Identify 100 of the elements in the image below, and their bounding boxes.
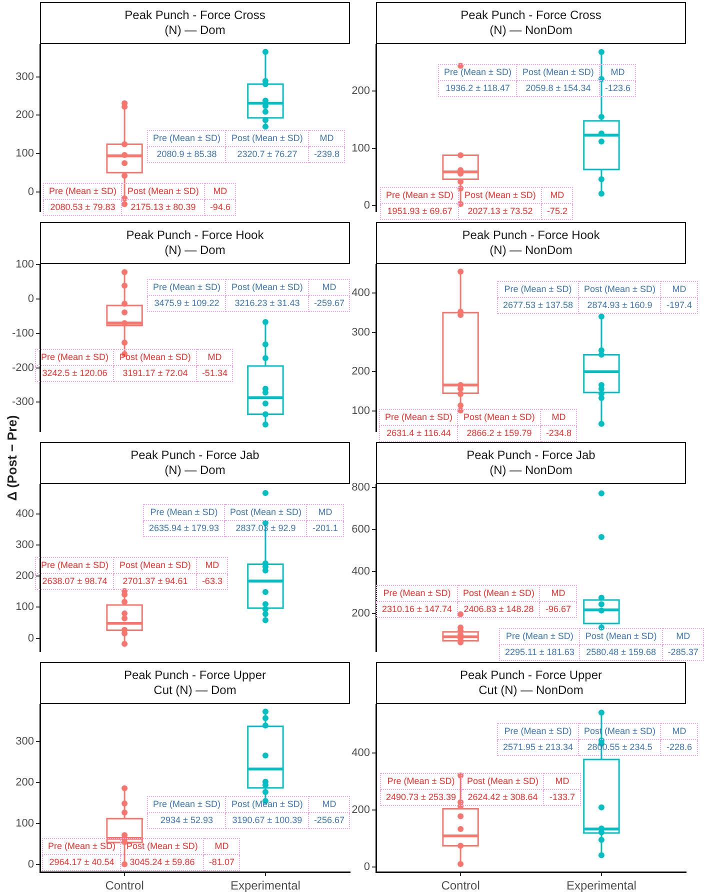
annotation: Pre (Mean ± SD) [36,350,114,366]
annotation: Pre (Mean ± SD) [144,504,225,520]
annotation: 1951.93 ± 69.67 [380,204,459,220]
annotation: Pre (Mean ± SD) [376,586,458,602]
text: -285.37 [662,644,704,660]
chart-title: Peak Punch - Force Cross (N) — NonDom [460,8,602,38]
annotation: -96.67 [540,602,577,618]
annotation: -81.07 [203,854,240,870]
annotation: 2934 ± 52.93 [148,812,226,828]
annotation: 2635.94 ± 179.93 [144,520,225,536]
annotation: MD [599,64,636,80]
annotation: -63.3 [196,574,228,590]
y-tick-label: 400 [352,747,370,760]
annotation: -239.8 [308,146,345,162]
annotation: Post (Mean ± SD) [462,774,544,790]
annotation: 3242.5 ± 120.06 [36,366,114,382]
annotation: -259.67 [308,296,350,312]
y-tick-label: 600 [352,523,370,536]
annotation: 2638.07 ± 98.74 [36,574,114,590]
annotation: Post (Mean ± SD) [458,188,542,204]
annotation: Post (Mean ± SD) [458,410,540,426]
annotation: MD [540,410,577,426]
y-tick-label: 200 [16,570,34,582]
y-tick-label: 300 [16,539,34,552]
y-tick-label: 0 [28,293,34,306]
annotation: 2490.73 ± 253.39 [380,790,462,806]
annotation: -51.34 [196,366,233,382]
annotation: 2175.13 ± 80.39 [122,200,204,216]
x-tick-label: Experimental [230,878,300,893]
annotation: Post (Mean ± SD) [226,280,308,296]
annotation: -123.6 [599,80,636,96]
x-tick-label: Control [441,878,480,893]
y-axis-title: Δ (Post − Pre) [4,415,20,501]
annotation: 2624.42 ± 308.64 [462,790,544,806]
annotation: MD [541,188,573,204]
annotation: Pre (Mean ± SD) [42,838,121,854]
y-tick-label: 200 [352,366,370,378]
annotation: Post (Mean ± SD) [114,558,196,574]
annotation: 2080.53 ± 79.83 [44,200,122,216]
annotation: MD [660,282,698,298]
annotation: Post (Mean ± SD) [226,796,308,812]
chart-title: Peak Punch - Force Hook (N) — Dom [126,228,264,258]
annotation: Post (Mean ± SD) [516,64,600,80]
annotation: -201.1 [306,520,344,536]
y-tick-label: 0 [28,858,34,871]
annotation: -228.6 [660,740,698,756]
y-tick-label: 200 [352,85,370,98]
annotation: 2059.8 ± 154.34 [516,80,600,96]
annotation: MD [196,558,228,574]
y-tick-label: 100 [352,404,370,417]
y-tick-label: 200 [16,109,34,122]
y-tick-label: 0 [364,200,370,212]
annotation: 2027.13 ± 73.52 [458,204,542,220]
annotation: 2631.4 ± 116.44 [380,426,458,442]
annotation: -234.8 [540,426,577,442]
chart-title: Peak Punch - Force Jab (N) — Dom [130,448,260,478]
y-tick-label: 0 [28,186,34,198]
annotation: -256.67 [308,812,350,828]
annotation: Post (Mean ± SD) [578,282,661,298]
annotation: Pre (Mean ± SD) [498,282,579,298]
y-tick-label: 100 [16,818,34,830]
annotation: MD [306,504,344,520]
annotation: 2677.53 ± 137.58 [498,298,579,314]
annotation: 3045.24 ± 59.86 [120,854,204,870]
annotation: Post (Mean ± SD) [458,586,540,602]
annotation: MD [660,724,698,740]
y-tick-label: -300 [12,396,34,408]
annotation: 2295.11 ± 181.63 [500,644,580,660]
chart-title: Peak Punch - Force Cross (N) — Dom [124,8,266,38]
y-tick-label: 300 [16,70,34,83]
annotation: Pre (Mean ± SD) [380,410,458,426]
annotation: Pre (Mean ± SD) [148,796,226,812]
annotation: 1936.2 ± 118.47 [438,80,517,96]
annotation: -94.6 [204,200,236,216]
y-tick-label: 100 [16,258,34,271]
annotation: 2310.16 ± 147.74 [376,602,458,618]
y-tick-label: 200 [352,607,370,620]
annotation: 3190.67 ± 100.39 [226,812,308,828]
y-tick-label: -200 [12,362,34,374]
annotation: 3191.17 ± 72.04 [114,366,196,382]
annotation: Pre (Mean ± SD) [438,64,517,80]
chart-title: Peak Punch - Force Hook (N) — NonDom [462,228,600,258]
annotation: 2571.95 ± 213.34 [498,740,579,756]
annotation: MD [308,130,345,146]
annotation: Pre (Mean ± SD) [36,558,114,574]
x-tick-label: Experimental [566,878,636,893]
annotation: MD [203,838,240,854]
annotation: 2080.9 ± 85.38 [148,146,226,162]
annotation: 2580.48 ± 159.68 [580,644,662,660]
annotation: Pre (Mean ± SD) [498,724,579,740]
annotation: MD [308,796,350,812]
annotation: Pre (Mean ± SD) [44,184,122,200]
annotation: Pre (Mean ± SD) [148,280,226,296]
annotation: Pre (Mean ± SD) [148,130,226,146]
annotation: 3475.9 ± 109.22 [148,296,226,312]
annotation: MD [544,774,581,790]
y-tick-label: 100 [16,148,34,160]
y-tick-label: 100 [16,601,34,614]
annotation: -197.4 [660,298,698,314]
annotation: 2964.17 ± 40.54 [42,854,121,870]
